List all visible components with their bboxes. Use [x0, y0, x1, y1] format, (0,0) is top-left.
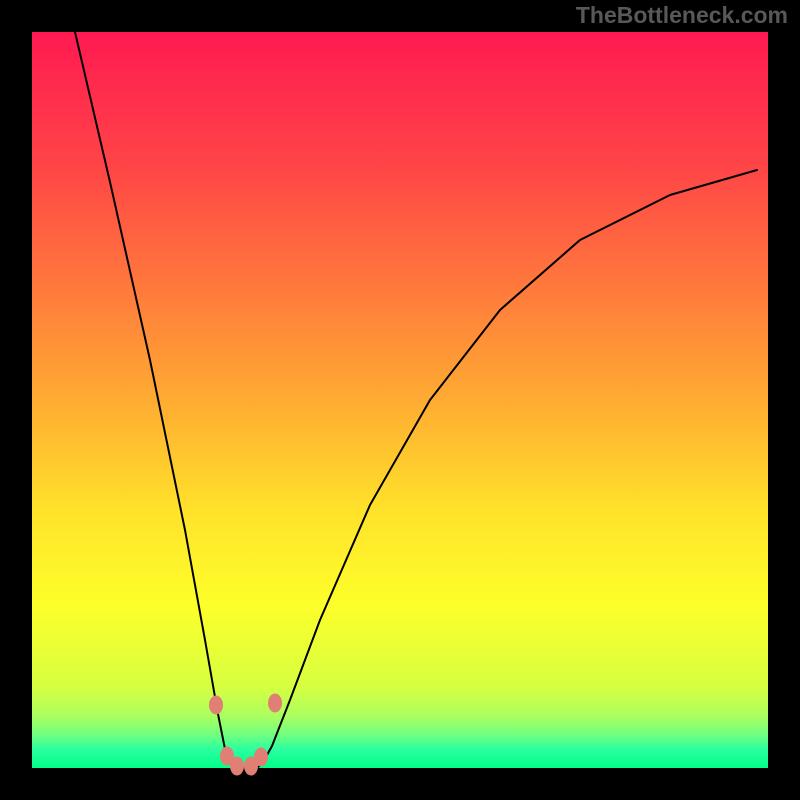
highlight-dot [231, 757, 244, 775]
chart-svg [0, 0, 800, 800]
highlight-dot [255, 748, 268, 766]
highlight-dot [210, 696, 223, 714]
highlight-dot [269, 694, 282, 712]
plot-background [32, 32, 768, 768]
watermark-text: TheBottleneck.com [576, 2, 788, 29]
chart-root: TheBottleneck.com [0, 0, 800, 800]
